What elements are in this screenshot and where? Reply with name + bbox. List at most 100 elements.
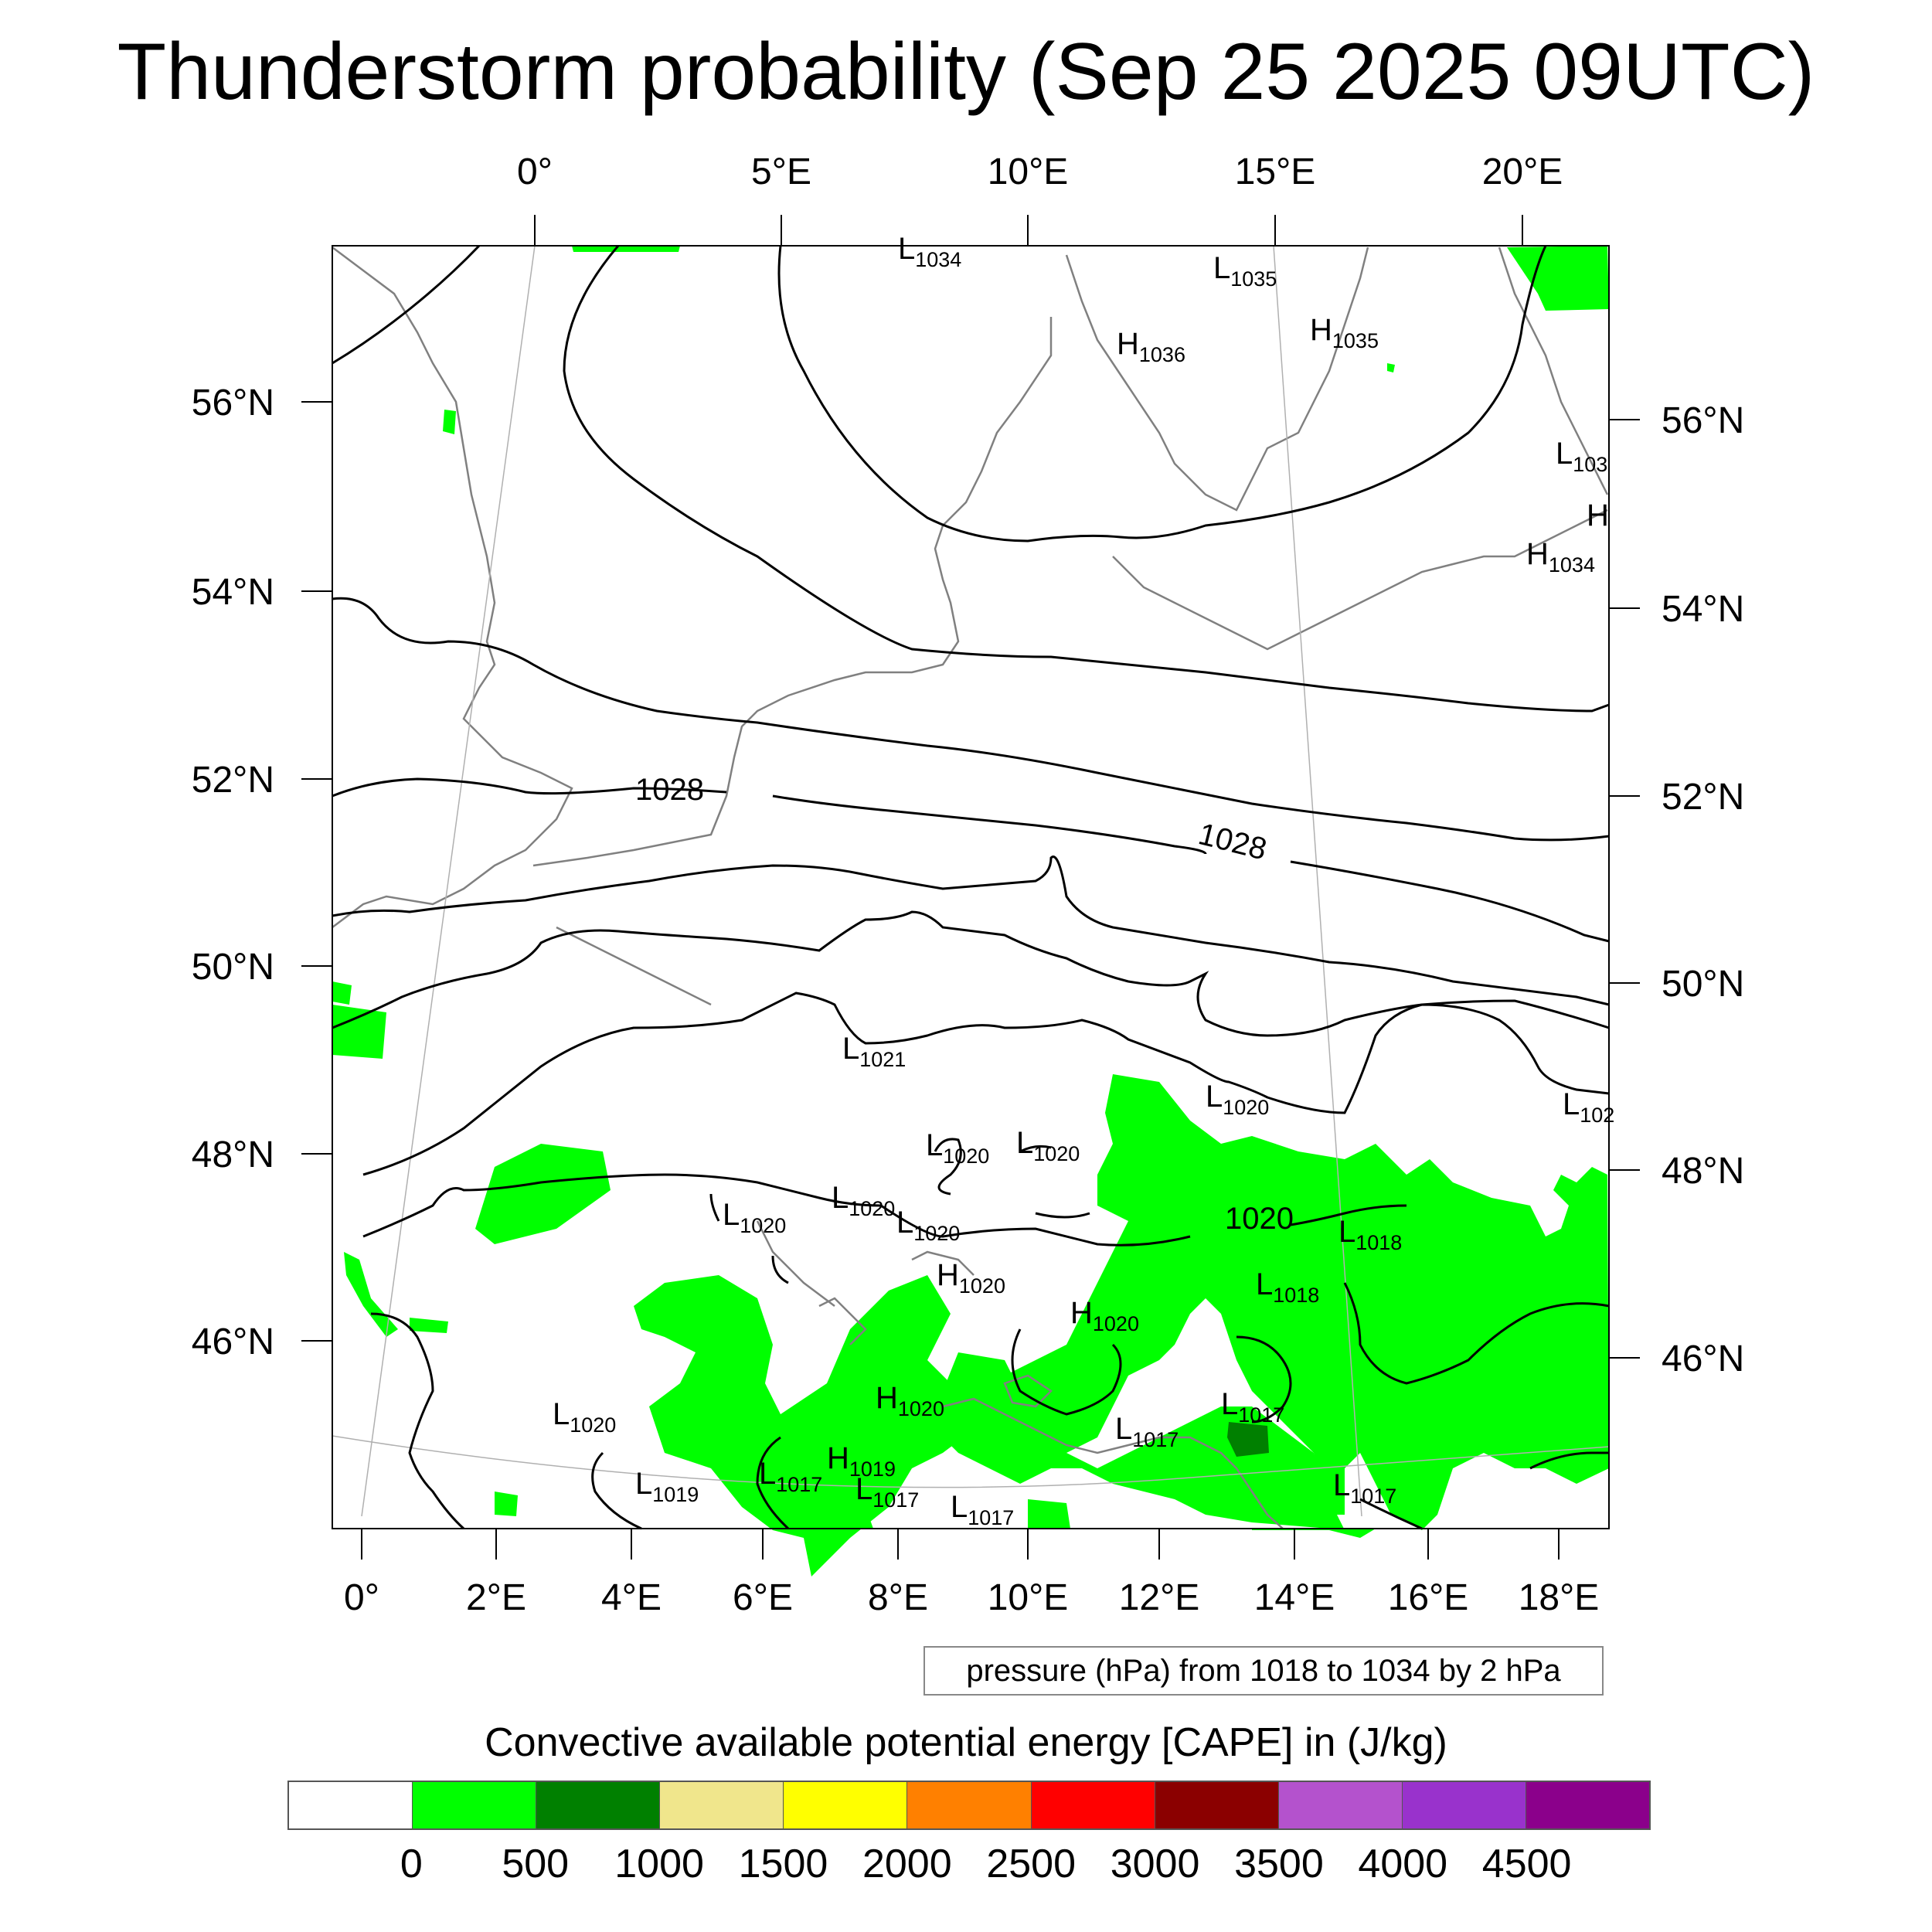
low-center: L1017 (855, 1472, 919, 1512)
colorbar-swatch (659, 1782, 784, 1828)
colorbar-label: 3500 (1234, 1842, 1324, 1886)
svg-text:H1036: H1036 (1117, 327, 1185, 366)
coast-gb (332, 247, 573, 928)
isobar-label: 1028 (635, 773, 704, 807)
low-center: L1017 (1115, 1412, 1179, 1451)
isobar-alps-south (370, 1312, 1609, 1530)
bottom-label: 4°E (601, 1577, 662, 1618)
low-center: L1021 (842, 1032, 906, 1071)
bottom-axis-labels: 0° 2°E 4°E 6°E 8°E 10°E 12°E 14°E 16°E 1… (344, 1577, 1599, 1618)
low-center: L1017 (951, 1490, 1014, 1529)
colorbar-swatch (536, 1782, 660, 1828)
map-frame (332, 245, 1610, 1529)
colorbar (287, 1781, 1651, 1830)
right-axis-labels: 56°N 54°N 52°N 50°N 48°N 46°N (1662, 400, 1744, 1379)
coast-baltic-east (1498, 247, 1609, 495)
coast-scandinavia (1065, 247, 1369, 512)
low-center: L1020 (1206, 1080, 1269, 1119)
colorbar-swatch (1277, 1782, 1402, 1828)
isobar-1018 (1343, 1282, 1610, 1385)
right-label: 56°N (1662, 400, 1744, 441)
graticule (332, 245, 1610, 1517)
colorbar-swatch (1525, 1782, 1650, 1828)
bottom-label: 2°E (466, 1577, 526, 1618)
low-center: L1020 (723, 1198, 786, 1237)
svg-text:L1017: L1017 (1221, 1387, 1284, 1427)
bottom-label: 8°E (868, 1577, 928, 1618)
colorbar-label: 2000 (862, 1842, 952, 1886)
axis-ticks (301, 215, 1640, 1560)
svg-text:L1020: L1020 (1206, 1080, 1269, 1119)
colorbar-swatch (289, 1782, 413, 1828)
high-center: H1020 (1070, 1296, 1139, 1335)
colorbar-label: 2500 (986, 1842, 1077, 1886)
low-center: L102 (1563, 1087, 1614, 1127)
low-center: L1017 (1333, 1468, 1396, 1508)
cape-fill-0-500 (332, 246, 1609, 1577)
svg-text:H1035: H1035 (1310, 313, 1379, 352)
svg-text:L1017: L1017 (951, 1490, 1014, 1529)
left-label: 52°N (192, 760, 274, 801)
high-center: H1036 (1117, 327, 1185, 366)
colorbar-label: 500 (502, 1842, 570, 1886)
svg-text:L1017: L1017 (759, 1457, 822, 1496)
coast-alps-lakes (818, 1250, 1053, 1408)
low-center: L1018 (1338, 1215, 1402, 1254)
pressure-centers: L1034 L1035 H1036 H1035 L103 H H1034 L10… (553, 232, 1614, 1529)
bottom-label: 12°E (1119, 1577, 1200, 1618)
colorbar-label: 1000 (614, 1842, 704, 1886)
isobar-label: 1028 (1195, 817, 1270, 866)
contour-legend: pressure (hPa) from 1018 to 1034 by 2 hP… (923, 1646, 1604, 1696)
cape-fill-500-1000 (1227, 1422, 1269, 1457)
bottom-label: 16°E (1388, 1577, 1469, 1618)
right-label: 54°N (1662, 589, 1744, 630)
svg-text:H1020: H1020 (876, 1381, 944, 1420)
low-center: L1035 (1213, 251, 1277, 291)
colorbar-label: 1500 (738, 1842, 828, 1886)
high-center: H1019 (827, 1441, 896, 1481)
left-label: 50°N (192, 947, 274, 988)
colorbar-swatch (906, 1782, 1031, 1828)
low-center: L1017 (759, 1457, 822, 1496)
svg-text:H1020: H1020 (1070, 1296, 1139, 1335)
low-center: L103 (1556, 437, 1607, 476)
svg-text:L102: L102 (1563, 1087, 1614, 1127)
map-title: Thunderstorm probability (Sep 25 2025 09… (117, 27, 1815, 117)
colorbar-swatch (1030, 1782, 1155, 1828)
colorbar-swatch (783, 1782, 907, 1828)
top-label: 20°E (1482, 151, 1563, 192)
meridian-0 (361, 245, 536, 1517)
svg-text:L1021: L1021 (842, 1032, 906, 1071)
colorbar-swatch (1401, 1782, 1526, 1828)
low-center: L1020 (1016, 1126, 1080, 1165)
svg-text:L1019: L1019 (635, 1467, 699, 1506)
left-label: 56°N (192, 383, 274, 423)
coast-france-border (556, 926, 835, 1307)
coastlines (332, 247, 1609, 1529)
top-axis-labels: 0° 5°E 10°E 15°E 20°E (517, 151, 1563, 192)
bottom-label: 18°E (1519, 1577, 1600, 1618)
bottom-label: 0° (344, 1577, 379, 1618)
parallel-45n (332, 1435, 1610, 1488)
isobar-1032 (332, 244, 1610, 713)
isobar-1026 (332, 855, 1610, 1006)
svg-text:H1034: H1034 (1526, 537, 1595, 577)
svg-text:L1020: L1020 (1016, 1126, 1080, 1165)
coast-continent-north-sea (532, 317, 1053, 867)
low-center: L1019 (635, 1467, 699, 1506)
high-center: H1034 (1526, 537, 1595, 577)
cape-shading (332, 246, 1609, 1577)
isobars (332, 244, 1610, 1530)
bottom-label: 10°E (988, 1577, 1069, 1618)
isobar-1034 (777, 245, 1547, 543)
coast-adriatic (942, 1397, 1284, 1529)
svg-text:L1020: L1020 (723, 1198, 786, 1237)
colorbar-label: 3000 (1110, 1842, 1200, 1886)
low-center: L1034 (898, 232, 961, 271)
right-label: 46°N (1662, 1338, 1744, 1379)
svg-text:L1017: L1017 (855, 1472, 919, 1512)
isobar-small-lows (709, 1138, 1090, 1284)
top-label: 5°E (751, 151, 811, 192)
svg-text:H1019: H1019 (827, 1441, 896, 1481)
svg-text:L1018: L1018 (1338, 1215, 1402, 1254)
